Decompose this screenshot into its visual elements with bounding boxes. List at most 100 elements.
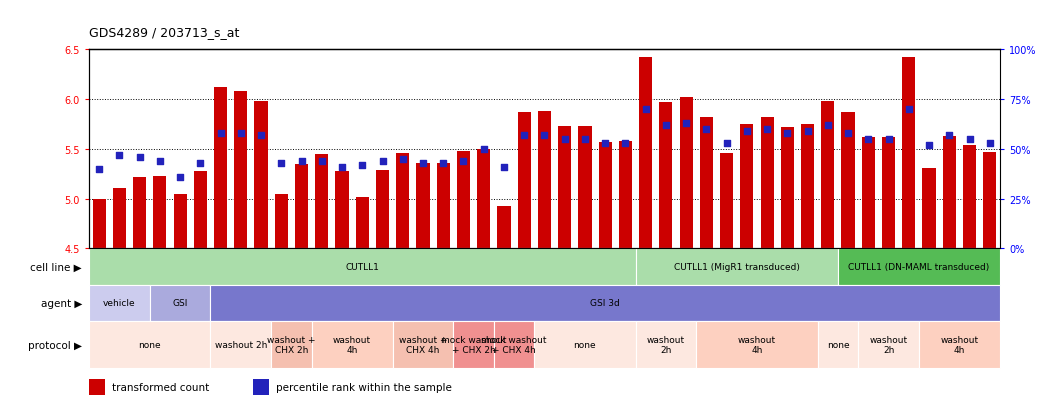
Text: none: none <box>827 340 849 349</box>
Bar <box>271 321 312 368</box>
Point <box>577 136 594 142</box>
Point <box>111 152 128 159</box>
Point <box>738 128 755 135</box>
Point <box>820 122 837 128</box>
Bar <box>89 249 636 285</box>
Bar <box>963 145 976 249</box>
Bar <box>153 176 166 249</box>
Point <box>759 126 776 133</box>
Point <box>313 158 330 164</box>
Bar <box>578 126 592 249</box>
Bar <box>174 194 186 249</box>
Bar <box>376 170 389 249</box>
Point <box>536 132 553 139</box>
Bar <box>477 149 490 249</box>
Point <box>597 140 614 147</box>
Bar <box>821 101 834 249</box>
Point <box>435 160 451 166</box>
Bar <box>396 153 409 249</box>
Bar <box>235 91 247 249</box>
Text: vehicle: vehicle <box>103 299 136 308</box>
Point <box>516 132 533 139</box>
Point <box>131 154 148 161</box>
Bar <box>92 199 106 249</box>
Bar <box>842 112 854 249</box>
Point <box>192 160 208 166</box>
Point <box>455 158 472 164</box>
Point <box>981 140 998 147</box>
Bar <box>558 126 572 249</box>
Bar <box>356 197 369 249</box>
Text: none: none <box>138 340 161 349</box>
Text: percentile rank within the sample: percentile rank within the sample <box>275 382 451 392</box>
Bar <box>818 321 859 368</box>
Bar <box>315 154 329 249</box>
Bar <box>680 97 693 249</box>
Bar <box>312 321 393 368</box>
Text: cell line ▶: cell line ▶ <box>30 262 82 272</box>
Bar <box>696 321 818 368</box>
Bar <box>801 124 815 249</box>
Text: transformed count: transformed count <box>112 382 209 392</box>
Text: CUTLL1: CUTLL1 <box>346 263 379 271</box>
Point <box>881 136 897 142</box>
Bar <box>194 171 207 249</box>
Bar <box>720 153 733 249</box>
Point <box>91 166 108 173</box>
Bar <box>859 321 919 368</box>
Text: washout
2h: washout 2h <box>647 335 685 355</box>
Point <box>415 160 431 166</box>
Point <box>961 136 978 142</box>
Text: mock washout
+ CHX 2h: mock washout + CHX 2h <box>441 335 507 355</box>
Bar <box>437 163 450 249</box>
Text: protocol ▶: protocol ▶ <box>28 340 82 350</box>
Text: agent ▶: agent ▶ <box>41 298 82 308</box>
Bar <box>210 285 1000 321</box>
Point <box>658 122 674 128</box>
Text: washout
4h: washout 4h <box>940 335 979 355</box>
Bar <box>922 168 936 249</box>
Bar <box>636 321 696 368</box>
Bar <box>740 124 754 249</box>
Point <box>860 136 876 142</box>
Bar <box>254 101 268 249</box>
Bar <box>456 151 470 249</box>
Text: washout
4h: washout 4h <box>333 335 372 355</box>
Bar <box>660 102 672 249</box>
Bar <box>599 142 611 249</box>
Bar <box>983 152 997 249</box>
Bar <box>760 117 774 249</box>
Point <box>172 174 188 180</box>
Bar <box>210 321 271 368</box>
Point <box>232 130 249 137</box>
Bar <box>113 188 126 249</box>
Bar <box>253 379 269 395</box>
Point <box>698 126 715 133</box>
Point <box>900 106 917 113</box>
Point <box>475 146 492 152</box>
Text: CUTLL1 (MigR1 transduced): CUTLL1 (MigR1 transduced) <box>674 263 800 271</box>
Text: GSI 3d: GSI 3d <box>591 299 620 308</box>
Point <box>941 132 958 139</box>
Bar <box>882 137 895 249</box>
Bar <box>89 321 210 368</box>
Text: GDS4289 / 203713_s_at: GDS4289 / 203713_s_at <box>89 26 240 39</box>
Bar <box>639 57 652 249</box>
Text: washout
4h: washout 4h <box>738 335 776 355</box>
Bar <box>274 194 288 249</box>
Bar <box>89 379 106 395</box>
Bar <box>295 164 308 249</box>
Point <box>395 156 411 162</box>
Point <box>273 160 290 166</box>
Bar <box>919 321 1000 368</box>
Point <box>334 164 351 171</box>
Point <box>374 158 391 164</box>
Point <box>718 140 735 147</box>
Bar <box>619 141 632 249</box>
Bar <box>903 57 915 249</box>
Bar <box>862 137 875 249</box>
Text: washout 2h: washout 2h <box>215 340 267 349</box>
Text: GSI: GSI <box>173 299 187 308</box>
Bar <box>942 136 956 249</box>
Bar <box>133 177 147 249</box>
